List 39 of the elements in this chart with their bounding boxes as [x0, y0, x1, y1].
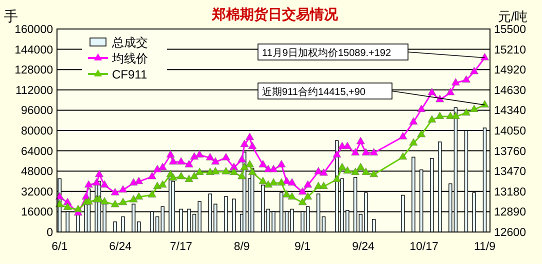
y-tick-label: 160000: [14, 24, 53, 36]
y2-axis-title: 元/吨: [498, 9, 528, 24]
annotation: 11月9日加权均价15089.+192: [262, 47, 392, 59]
y2-tick-label: 13760: [494, 146, 526, 158]
y-tick-label: 80000: [21, 126, 53, 138]
callout-box: 近期911合约14415,+90: [258, 82, 486, 106]
y2-tick-label: 15210: [494, 44, 526, 56]
x-tick-label: 9/1: [294, 241, 311, 253]
y-tick-label: 96000: [21, 105, 53, 118]
annotation: 近期911合约14415,+90: [262, 86, 366, 98]
y2-tick-label: 15500: [494, 24, 526, 36]
x-tick-label: 10/17: [410, 241, 438, 253]
x-tick-label: 8/9: [234, 241, 250, 253]
legend-label: 均线价: [111, 52, 148, 66]
y-tick-label: 32000: [21, 186, 53, 198]
y-tick-label: 48000: [21, 166, 53, 178]
y2-tick-label: 14340: [494, 105, 526, 118]
chart-title: 郑棉期货日交易情况: [211, 6, 339, 22]
x-tick-label: 7/17: [170, 241, 192, 253]
x-tick-label: 9/24: [352, 241, 376, 253]
y2-tick-label: 14630: [494, 84, 526, 97]
y2-tick-label: 13180: [494, 186, 526, 198]
y2-tick-label: 13470: [494, 166, 526, 178]
y2-tick-label: 14920: [494, 64, 526, 77]
x-tick-label: 6/24: [109, 241, 132, 253]
y-tick-label: 128000: [14, 64, 53, 77]
y-tick-label: 16000: [21, 206, 53, 219]
y-axis-title: 手: [4, 8, 18, 24]
y-tick-label: 0: [46, 227, 53, 239]
y-tick-label: 64000: [21, 146, 53, 158]
x-tick-label: 11/9: [474, 241, 496, 253]
y2-tick-label: 14050: [494, 126, 526, 138]
y2-tick-label: 12890: [494, 206, 526, 219]
y2-tick-label: 12600: [494, 227, 526, 239]
y-tick-label: 112000: [15, 84, 53, 97]
legend-label: CF911: [112, 68, 148, 82]
x-tick-label: 6/1: [52, 241, 68, 253]
legend-label: 总成交: [111, 36, 148, 50]
y-tick-label: 144000: [14, 44, 53, 56]
